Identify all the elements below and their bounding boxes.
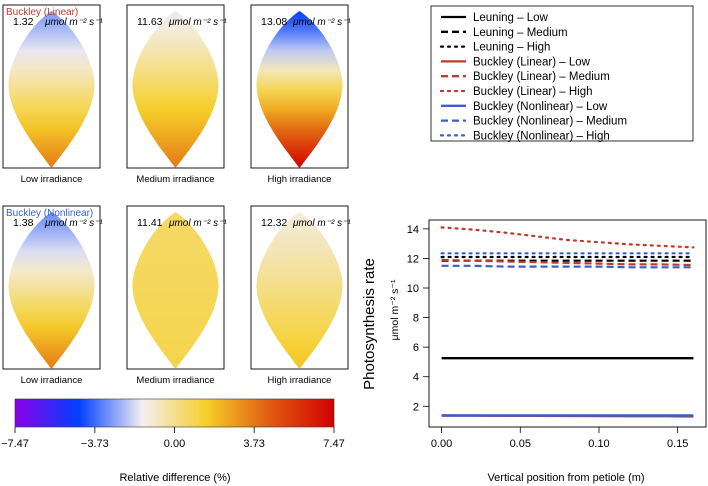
panel-label: Medium irradiance (136, 375, 214, 386)
panel-unit: μmol m⁻² s⁻¹ (44, 17, 103, 28)
legend-label: Buckley (Linear) – Low (473, 56, 591, 68)
plot-frame (428, 219, 707, 428)
leaf-heatmap (8, 11, 95, 168)
x-tick-label: 0.00 (431, 438, 452, 450)
y-tick-label: 10 (407, 283, 419, 295)
leaf-panel: 11.63 μmol m⁻² s⁻¹ Medium irradiance (126, 4, 227, 185)
leaf-panel: 11.41 μmol m⁻² s⁻¹ Medium irradiance (126, 205, 227, 386)
x-tick-label: 0.05 (510, 438, 531, 450)
model-label: Buckley (Nonlinear) (6, 208, 93, 219)
leaf-heatmap (8, 212, 95, 369)
colorbar-title: Relative difference (%) (119, 472, 230, 484)
leaf-heatmap (256, 11, 343, 168)
colorbar-tick-label: −3.73 (81, 438, 109, 450)
legend-label: Buckley (Nonlinear) – Low (473, 101, 608, 113)
panel-label: High irradiance (268, 174, 332, 185)
panel-label: High irradiance (268, 375, 332, 386)
y-tick-label: 14 (407, 224, 419, 236)
x-tick-label: 0.15 (667, 438, 688, 450)
leaf-panel: 1.32 μmol m⁻² s⁻¹ Low irradiance (2, 4, 103, 185)
legend-label: Leuning – High (473, 42, 550, 54)
legend: Leuning – Low Leuning – Medium Leuning – H… (430, 5, 694, 142)
y-tick-label: 6 (413, 342, 419, 354)
colorbar-tick-label: 7.47 (323, 438, 344, 450)
leaf-panel: 12.32 μmol m⁻² s⁻¹ High irradiance (250, 205, 351, 386)
y-axis-label: Photosynthesis rate (361, 258, 378, 390)
legend-label: Buckley (Linear) – High (473, 86, 593, 98)
panel-unit: μmol m⁻² s⁻¹ (168, 218, 227, 229)
series-line (440, 226, 695, 249)
panel-value: 13.08 (261, 16, 287, 28)
panel-value: 1.38 (13, 217, 34, 229)
y-tick-label: 12 (407, 253, 419, 265)
legend-label: Buckley (Nonlinear) – High (473, 130, 610, 142)
x-axis-label: Vertical position from petiole (m) (487, 472, 644, 484)
colorbar-gradient (14, 398, 335, 428)
panel-unit: μmol m⁻² s⁻¹ (292, 17, 351, 28)
y-axis: 2 4 6 8 10 12 14 (407, 224, 429, 413)
panel-value: 11.41 (137, 217, 163, 229)
legend-label: Leuning – Low (473, 12, 549, 24)
leaf-heatmap (132, 212, 219, 369)
x-tick-label: 0.10 (588, 438, 609, 450)
leaf-panel: 13.08 μmol m⁻² s⁻¹ High irradiance (250, 4, 351, 185)
leaf-heatmap (256, 212, 343, 369)
model-label: Buckley (Linear) (6, 7, 78, 18)
y-axis-unit: μmol m⁻² s⁻¹ (389, 279, 401, 340)
x-axis: 0.00 0.05 0.10 0.15 (431, 427, 688, 450)
panel-value: 1.32 (13, 16, 34, 28)
series-group (440, 226, 695, 418)
colorbar-tick-label: 0.00 (164, 438, 185, 450)
colorbar-tick-label: 3.73 (243, 438, 264, 450)
legend-label: Leuning – Medium (473, 27, 568, 39)
series-line (441, 264, 694, 269)
panel-unit: μmol m⁻² s⁻¹ (44, 218, 103, 229)
y-tick-label: 8 (413, 313, 419, 325)
line-chart: 0.00 0.05 0.10 0.15 2 4 6 8 10 12 14 Vertical pos… (361, 219, 707, 484)
panel-label: Medium irradiance (136, 174, 214, 185)
panel-unit: μmol m⁻² s⁻¹ (168, 17, 227, 28)
legend-label: Buckley (Linear) – Medium (473, 71, 610, 83)
colorbar-ticks: −7.47 −3.73 0.00 3.73 7.47 (1, 427, 345, 450)
legend-box (430, 5, 694, 142)
y-tick-label: 4 (413, 372, 419, 384)
panel-value: 12.32 (261, 217, 287, 229)
panel-label: Low irradiance (21, 375, 83, 386)
panel-unit: μmol m⁻² s⁻¹ (292, 218, 351, 229)
series-line (441, 258, 694, 267)
panel-value: 11.63 (137, 16, 163, 28)
panel-label: Low irradiance (21, 174, 83, 185)
y-tick-label: 2 (413, 401, 419, 413)
leaf-panels: 1.32 μmol m⁻² s⁻¹ Low irradiance 11.63 μmol … (2, 4, 351, 386)
colorbar: −7.47 −3.73 0.00 3.73 7.47 Relative differen… (1, 398, 345, 484)
leaf-panel: 1.38 μmol m⁻² s⁻¹ Low irradiance (2, 205, 103, 386)
leaf-heatmap (132, 11, 219, 168)
legend-label: Buckley (Nonlinear) – Medium (473, 116, 627, 128)
colorbar-tick-label: −7.47 (1, 438, 29, 450)
